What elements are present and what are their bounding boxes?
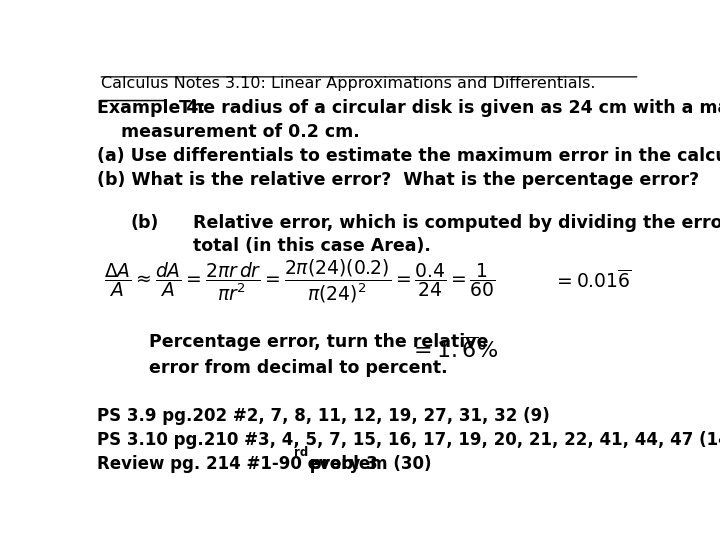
Text: Relative error, which is computed by dividing the error by the: Relative error, which is computed by div… (193, 214, 720, 233)
Text: Percentage error, turn the relative
error from decimal to percent.: Percentage error, turn the relative erro… (148, 333, 488, 377)
Text: (b) What is the relative error?  What is the percentage error?: (b) What is the relative error? What is … (97, 171, 699, 189)
Text: Calculus Notes 3.10: Linear Approximations and Differentials.: Calculus Notes 3.10: Linear Approximatio… (101, 76, 595, 91)
Text: (a) Use differentials to estimate the maximum error in the calculated area of th: (a) Use differentials to estimate the ma… (97, 147, 720, 165)
Text: (b): (b) (130, 214, 158, 233)
Text: $= 0.01\overline{6}$: $= 0.01\overline{6}$ (553, 269, 632, 292)
Text: Example 4:: Example 4: (97, 99, 206, 117)
Text: PS 3.9 pg.202 #2, 7, 8, 11, 12, 19, 27, 31, 32 (9): PS 3.9 pg.202 #2, 7, 8, 11, 12, 19, 27, … (97, 407, 550, 424)
Text: total (in this case Area).: total (in this case Area). (193, 238, 431, 255)
Text: $= 1.\overline{6}\%$: $= 1.\overline{6}\%$ (409, 336, 498, 362)
Text: rd: rd (294, 446, 308, 458)
Text: PS 3.10 pg.210 #3, 4, 5, 7, 15, 16, 17, 19, 20, 21, 22, 41, 44, 47 (14): PS 3.10 pg.210 #3, 4, 5, 7, 15, 16, 17, … (97, 431, 720, 449)
Text: The radius of a circular disk is given as 24 cm with a maximum error in: The radius of a circular disk is given a… (167, 99, 720, 117)
Text: $\dfrac{\Delta A}{A} \approx \dfrac{dA}{A} = \dfrac{2\pi r\,dr}{\pi r^2}= \dfrac: $\dfrac{\Delta A}{A} \approx \dfrac{dA}{… (104, 258, 495, 305)
Text: problem (30): problem (30) (304, 455, 431, 473)
Text: Review pg. 214 #1-90 every 3: Review pg. 214 #1-90 every 3 (97, 455, 378, 473)
Text: measurement of 0.2 cm.: measurement of 0.2 cm. (97, 123, 360, 141)
